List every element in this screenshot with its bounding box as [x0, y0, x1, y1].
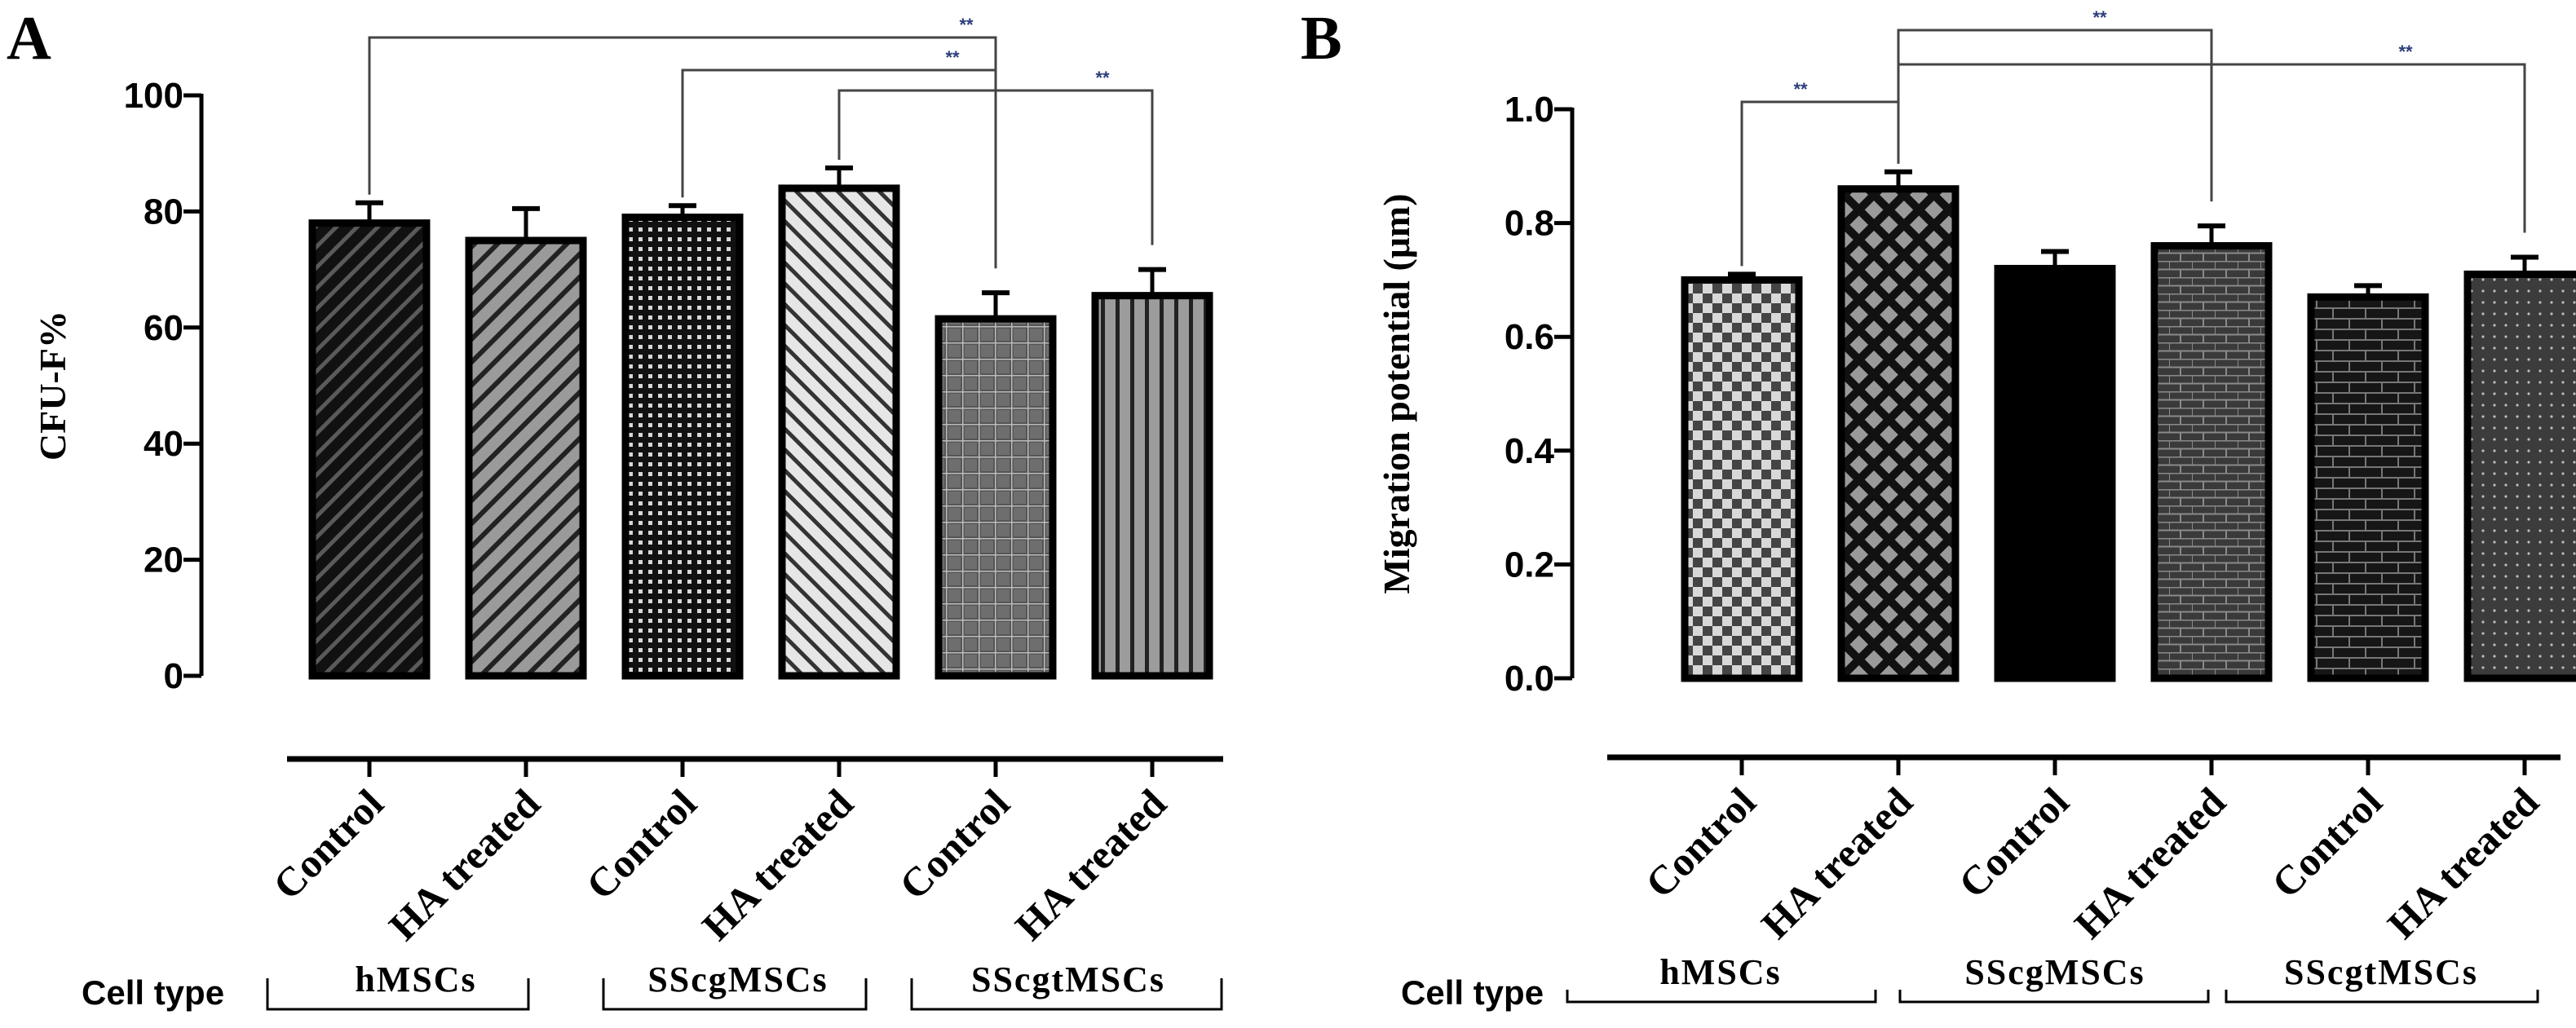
- group-label: SScgMSCs: [647, 960, 828, 999]
- x-tick-label: HA treated: [2379, 779, 2547, 947]
- bar: [308, 219, 431, 680]
- cell-type-label: Cell type: [1401, 973, 1544, 1012]
- significance-bracket: [1897, 63, 2526, 233]
- group-label: hMSCs: [1659, 952, 1781, 992]
- x-tick-label: Control: [1950, 779, 2078, 907]
- significance-label: **: [2092, 7, 2107, 28]
- x-tick-label: Control: [264, 780, 392, 908]
- y-tick-label: 0.6: [1505, 317, 1554, 357]
- chart-panel-b: B 0.0 0.2 0.4 0.6 0.8 1.0 Migration potential (…: [1301, 4, 2576, 1012]
- bar: [1994, 264, 2116, 682]
- group-label: SScgtMSCs: [2284, 952, 2478, 992]
- significance-label: **: [945, 47, 960, 68]
- panel-label: B: [1301, 4, 1342, 73]
- significance-bracket: [837, 89, 1154, 245]
- x-tick-label: HA treated: [1752, 779, 1921, 947]
- x-tick-label: Control: [890, 780, 1018, 908]
- y-tick-label: 60: [144, 308, 183, 348]
- y-tick-label: 80: [144, 192, 183, 232]
- y-tick-label: 0.8: [1505, 204, 1554, 244]
- group-label: SScgMSCs: [1964, 952, 2145, 992]
- x-tick-label: Control: [577, 780, 705, 908]
- y-tick-label: 100: [124, 76, 183, 116]
- y-tick-label: 0.0: [1505, 659, 1554, 699]
- group-bracket: [910, 978, 1223, 1011]
- significance-label: **: [1095, 68, 1110, 88]
- x-tick-label: Control: [1637, 779, 1765, 907]
- x-tick-label: HA treated: [1006, 780, 1175, 949]
- group-bracket: [602, 978, 868, 1011]
- bar: [2307, 293, 2429, 682]
- bar: [1091, 292, 1213, 680]
- y-tick-label: 40: [144, 424, 183, 464]
- panel-label: A: [7, 4, 51, 73]
- bar: [465, 236, 587, 680]
- y-tick-label: 0.2: [1505, 545, 1554, 585]
- bar: [621, 214, 744, 680]
- group-bracket: [1898, 990, 2210, 1004]
- significance-bracket: [1897, 29, 2213, 202]
- y-tick-label: 20: [144, 540, 183, 580]
- significance-label: **: [2398, 42, 2413, 62]
- group-bracket: [1566, 990, 1877, 1004]
- y-tick-label: 0: [164, 656, 183, 696]
- x-tick-label: Control: [2263, 779, 2391, 907]
- x-tick-label: HA treated: [380, 780, 549, 949]
- y-tick-label: 1.0: [1505, 90, 1554, 130]
- y-axis-label: CFU-F%: [32, 311, 73, 461]
- x-tick-label: HA treated: [2066, 779, 2234, 947]
- group-label: hMSCs: [355, 960, 476, 999]
- significance-bracket: [681, 68, 997, 269]
- x-tick-label: HA treated: [693, 780, 862, 949]
- y-tick-label: 0.4: [1505, 431, 1555, 471]
- bar: [2150, 242, 2273, 682]
- significance-label: **: [1793, 79, 1808, 99]
- group-label: SScgtMSCs: [971, 960, 1165, 999]
- group-bracket: [266, 978, 530, 1011]
- bar: [1681, 276, 1803, 682]
- significance-label: **: [959, 15, 974, 35]
- group-bracket: [2225, 990, 2539, 1004]
- y-axis-label: Migration potential (μm): [1376, 193, 1417, 593]
- bar: [1837, 185, 1960, 682]
- bar: [2463, 270, 2576, 682]
- cell-type-label: Cell type: [82, 973, 224, 1012]
- bar: [935, 315, 1057, 680]
- bar: [778, 184, 900, 680]
